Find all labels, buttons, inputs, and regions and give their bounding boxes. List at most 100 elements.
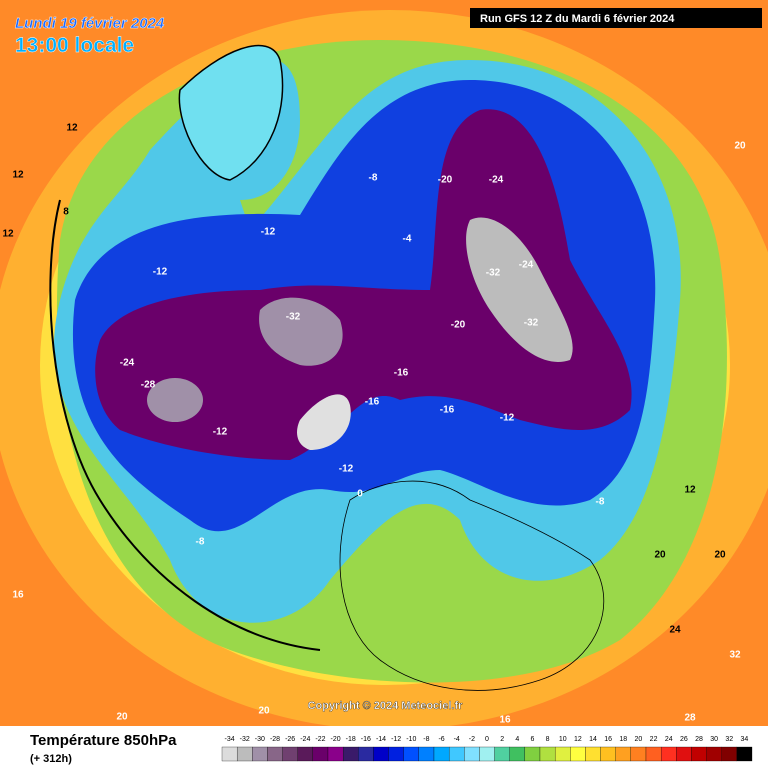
color-swatch [570, 746, 586, 762]
colorbar-label: 22 [650, 736, 658, 743]
contour-label: -8 [596, 497, 605, 508]
color-swatch [403, 746, 420, 762]
lead-time: (+ 312h) [30, 753, 72, 765]
colorbar-label: -30 [255, 736, 265, 743]
contour-label: 0 [357, 489, 363, 500]
run-info: Run GFS 12 Z du Mardi 6 février 2024 [480, 13, 675, 25]
contour-label: -32 [286, 312, 301, 323]
cold-core [147, 378, 203, 422]
contour-label: -28 [141, 380, 156, 391]
colorbar-label: 28 [695, 736, 703, 743]
contour-label: -20 [438, 175, 453, 186]
contour-label: -8 [369, 173, 378, 184]
colorbar-label: 18 [619, 736, 627, 743]
greenland [178, 44, 284, 181]
colorbar-label: -34 [225, 736, 235, 743]
color-swatch [433, 746, 450, 762]
color-swatch [600, 746, 616, 762]
contour-label: 20 [258, 706, 270, 717]
colorbar-label: 2 [500, 736, 504, 743]
colorbar-label: -16 [361, 736, 371, 743]
contour-label: -16 [440, 405, 455, 416]
colorbar-label: -22 [315, 736, 325, 743]
contour-label: -32 [524, 318, 539, 329]
color-swatch [706, 746, 722, 762]
colorbar-label: 14 [589, 736, 597, 743]
colorbar-label: 10 [559, 736, 567, 743]
colorbar-label: 26 [680, 736, 688, 743]
colorbar-label: 8 [546, 736, 550, 743]
colorbar-label: 16 [604, 736, 612, 743]
color-swatch [585, 746, 601, 762]
color-swatch [327, 746, 344, 762]
contour-label: 20 [714, 550, 726, 561]
colorbar-label: 24 [665, 736, 673, 743]
color-swatch [282, 746, 298, 762]
color-swatch [524, 746, 541, 762]
contour-label: 28 [684, 713, 696, 724]
color-swatch [221, 746, 238, 762]
colorbar-label: -14 [376, 736, 386, 743]
color-swatch [615, 746, 632, 762]
contour-label: 24 [669, 625, 681, 636]
contour-label: 12 [684, 485, 696, 496]
colorbar-label: 34 [741, 736, 749, 743]
coldest-core [466, 217, 573, 362]
colorbar-label: 4 [515, 736, 519, 743]
colorbar: -34 -32 -30 -28 -26 -24 -22 -20 -18 -16 -14 -12 -10-… [221, 736, 753, 762]
color-swatch [418, 746, 435, 762]
contour-label: -12 [500, 413, 515, 424]
colorbar-label: -8 [423, 736, 429, 743]
color-swatch [464, 746, 480, 762]
color-swatch [373, 746, 389, 762]
contour-label: -12 [213, 427, 228, 438]
color-swatch [676, 746, 692, 762]
contour-label: -12 [339, 464, 354, 475]
contour-label: -24 [489, 175, 504, 186]
cold-core [297, 394, 351, 450]
color-swatch [267, 746, 283, 762]
contour-label: 20 [116, 712, 128, 723]
legend-title: Température 850hPa [30, 732, 177, 749]
colorbar-label: -10 [406, 736, 416, 743]
colorbar-label: -28 [270, 736, 280, 743]
run-box [470, 8, 762, 28]
colorbar-label: 32 [725, 736, 733, 743]
color-swatch [252, 746, 268, 762]
color-swatch [297, 746, 314, 762]
contour-label: -8 [196, 537, 205, 548]
color-swatch [236, 746, 253, 762]
colorbar-label: 30 [710, 736, 718, 743]
contour-label: -12 [261, 227, 276, 238]
color-swatch [494, 746, 510, 762]
colorbar-label: -6 [438, 736, 444, 743]
isotherm [49, 199, 321, 651]
color-swatch [479, 746, 495, 762]
contour-label: -24 [120, 358, 135, 369]
color-swatch [645, 746, 662, 762]
colorbar-label: -20 [331, 736, 341, 743]
cold-core [259, 297, 343, 366]
color-swatch [721, 746, 738, 762]
time: 13:00 locale [15, 34, 134, 57]
contour-label: -32 [486, 268, 501, 279]
color-swatch [312, 746, 329, 762]
colorbar-label: -32 [240, 736, 250, 743]
color-swatch [554, 746, 571, 762]
colorbar-label: -18 [346, 736, 356, 743]
contour-label: -4 [403, 234, 412, 245]
color-swatch [358, 746, 374, 762]
contour-label: 12 [12, 170, 24, 181]
colorbar-label: 6 [530, 736, 534, 743]
colorbar-label: -26 [285, 736, 295, 743]
contour-label: -24 [519, 260, 534, 271]
color-swatch [691, 746, 707, 762]
contour-label: -16 [394, 368, 409, 379]
color-swatch [630, 746, 647, 762]
color-swatch [509, 746, 526, 762]
colorbar-label: 20 [635, 736, 643, 743]
colorbar-label: 0 [485, 736, 489, 743]
europe-coast [339, 480, 605, 691]
